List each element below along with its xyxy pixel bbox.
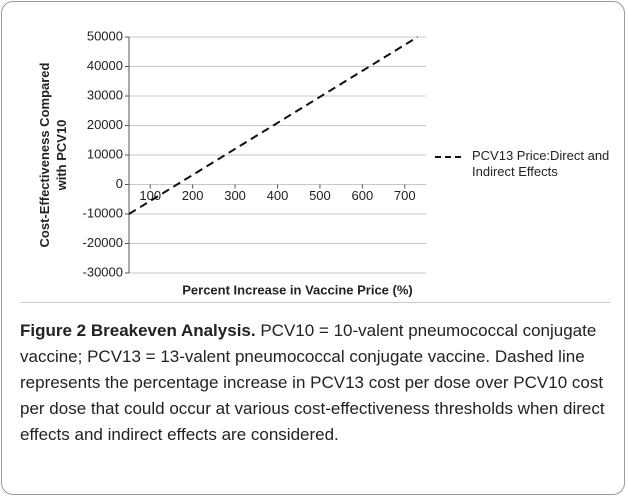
y-tick-label: 10000: [87, 146, 123, 161]
y-tick-label: 20000: [87, 117, 123, 132]
x-tick-label: 400: [267, 188, 289, 203]
y-tick-label: 0: [116, 176, 123, 191]
chart: -30000 -20000 -10000 0 10000 20000 30000 40000 5…: [37, 28, 464, 297]
y-axis-label-line: with PCV10: [54, 120, 69, 192]
x-tick-label: 100: [139, 188, 161, 203]
x-axis-label: Percent Increase in Vaccine Price (%): [182, 282, 413, 297]
y-tick-label: 30000: [87, 87, 123, 102]
y-tick-label: -10000: [83, 205, 123, 220]
y-axis-label: Cost-Effectiveness Compared with PCV10: [37, 62, 69, 247]
x-tick-label: 700: [394, 188, 416, 203]
data-line: [128, 36, 419, 215]
y-tick-label: -30000: [83, 264, 123, 279]
divider: [20, 302, 610, 303]
x-tick-label: 600: [352, 188, 374, 203]
caption-text: PCV10 = 10-valent pneumococcal conjugate…: [20, 321, 605, 444]
caption-label: Figure 2 Breakeven Analysis.: [20, 321, 256, 340]
y-tick-label: 50000: [87, 28, 123, 43]
caption: Figure 2 Breakeven Analysis. PCV10 = 10-…: [20, 318, 616, 448]
y-tick-label: -20000: [83, 235, 123, 250]
x-tick-label: 300: [224, 188, 246, 203]
y-tick-label: 40000: [87, 58, 123, 73]
y-axis-label-line: Cost-Effectiveness Compared: [37, 62, 52, 247]
legend-label: PCV13 Price:Direct and Indirect Effects: [472, 148, 610, 179]
x-tick-label: 200: [182, 188, 204, 203]
x-tick-label: 500: [309, 188, 331, 203]
